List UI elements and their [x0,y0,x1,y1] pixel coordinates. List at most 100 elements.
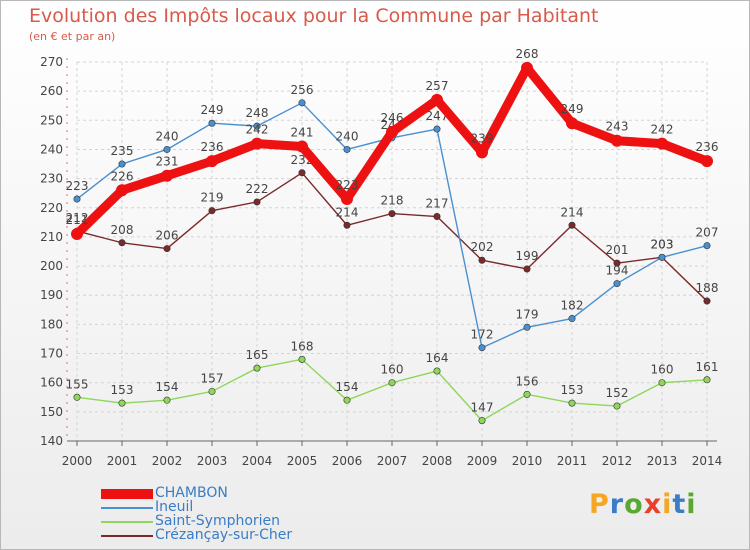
data-label: 223 [336,178,359,192]
data-point [161,169,173,182]
data-label: 153 [561,383,584,397]
data-label: 161 [696,360,719,374]
axes: 140 150 160 170 180 190 200 210 220 230 240 250 260 2… [40,55,722,468]
data-point [478,344,486,352]
data-point [703,376,711,384]
legend-swatch [101,507,153,509]
legend-label: Saint-Symphorien [155,513,281,529]
data-point [476,146,488,159]
legend-label: Ineuil [155,499,194,515]
data-label: 182 [561,299,584,313]
y-tick-label: 260 [40,84,63,98]
data-point [568,221,576,229]
x-tick-label: 2014 [692,454,723,468]
data-point [703,297,711,305]
data-point [521,61,533,74]
data-label: 243 [606,120,629,134]
x-tick-label: 2006 [332,454,363,468]
data-label: 257 [426,79,449,93]
x-tick-label: 2007 [377,454,408,468]
data-label: 226 [111,169,134,183]
legend-swatch [101,521,153,523]
data-point [163,396,171,404]
x-tick-label: 2003 [197,454,228,468]
data-label: 246 [381,111,404,125]
data-point [116,184,128,197]
y-tick-label: 230 [40,172,63,186]
data-point [658,253,666,261]
data-point [613,402,621,410]
data-label: 211 [66,213,89,227]
data-point [433,125,441,133]
data-label: 201 [606,243,629,257]
data-label: 249 [201,103,224,117]
data-label: 206 [156,229,179,243]
data-label: 218 [381,194,404,208]
data-label: 235 [111,144,134,158]
series-chambon: 211 226 231 236 242 241 223 246 257 239 268 249 243 2… [66,47,719,241]
logo-letter: x [643,489,663,520]
x-tick-label: 2008 [422,454,453,468]
logo-letter: r [609,489,625,520]
data-label: 242 [246,123,269,137]
data-label: 241 [291,126,314,140]
series-layer: 155 153 154 157 165 168 154 160 164 147 156 153 152 1… [66,47,719,425]
logo-letter: i [662,489,673,520]
data-label: 152 [606,386,629,400]
data-point [433,213,441,221]
data-label: 217 [426,197,449,211]
y-tick-label: 250 [40,113,63,127]
chart-subtitle: (en € et par an) [29,30,116,43]
data-point [701,155,713,168]
data-point [568,399,576,407]
x-tick-label: 2004 [242,454,273,468]
y-tick-label: 160 [40,376,63,390]
y-tick-label: 190 [40,288,63,302]
data-point [118,399,126,407]
x-tick-label: 2010 [512,454,543,468]
data-label: 223 [66,179,89,193]
legend-label: CHAMBON [155,485,228,501]
data-label: 203 [651,237,674,251]
y-tick-label: 270 [40,55,63,69]
data-point [568,315,576,323]
data-point [163,145,171,153]
data-point [253,364,261,372]
data-label: 154 [336,380,359,394]
x-tick-label: 2005 [287,454,318,468]
data-label: 153 [111,383,134,397]
data-point [118,160,126,168]
data-point [613,280,621,288]
data-label: 248 [246,106,269,120]
data-label: 242 [651,123,674,137]
data-label: 239 [471,131,494,145]
data-point [208,207,216,215]
x-tick-label: 2002 [152,454,183,468]
data-point [251,137,263,150]
series-saint-symphorien: 155 153 154 157 165 168 154 160 164 147 156 153 152 1… [66,339,719,425]
y-tick-label: 170 [40,347,63,361]
data-point [343,145,351,153]
data-label: 194 [606,264,629,278]
data-label: 199 [516,249,539,263]
data-point [71,228,83,241]
data-label: 172 [471,328,494,342]
data-label: 160 [651,363,674,377]
data-label: 160 [381,363,404,377]
data-label: 147 [471,401,494,415]
data-label: 212 [66,211,89,225]
data-label: 156 [516,374,539,388]
data-label: 165 [246,348,269,362]
data-point [478,417,486,425]
y-tick-label: 180 [40,317,63,331]
data-label: 168 [291,339,314,353]
data-label: 222 [246,182,269,196]
x-tick-label: 2009 [467,454,498,468]
legend-label: Crézançay-sur-Cher [155,527,293,543]
x-tick-label: 2011 [557,454,588,468]
logo-letter: t [672,489,687,520]
data-label: 236 [696,140,719,154]
